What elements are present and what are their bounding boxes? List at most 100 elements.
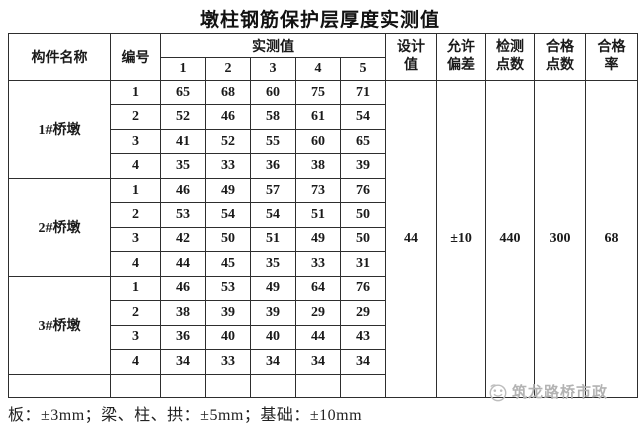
measured-value: 46 bbox=[160, 275, 206, 302]
measured-value: 52 bbox=[205, 128, 251, 155]
measured-value: 45 bbox=[205, 251, 251, 277]
col-header-design-value: 设计 值 bbox=[385, 33, 438, 81]
col-header-pass-rate: 合格 率 bbox=[585, 33, 639, 81]
empty-cell bbox=[160, 373, 206, 399]
group-label-pier-3: 3#桥墩 bbox=[8, 275, 111, 375]
measured-value: 38 bbox=[295, 153, 341, 179]
table-row: 3#桥墩 1 46 53 49 64 76 bbox=[8, 275, 638, 375]
measured-value: 42 bbox=[160, 226, 206, 253]
summary-allow-deviation: ±10 bbox=[436, 79, 487, 399]
col-header-number: 编号 bbox=[110, 33, 161, 81]
col-header-allow-deviation: 允许 偏差 bbox=[436, 33, 487, 81]
measured-value: 29 bbox=[295, 300, 341, 326]
measured-value: 33 bbox=[205, 349, 251, 375]
header-line: 点数 bbox=[546, 57, 575, 73]
measured-value: 41 bbox=[160, 128, 206, 155]
measured-value: 57 bbox=[250, 177, 296, 204]
row-number: 4 bbox=[110, 251, 161, 277]
measured-value: 54 bbox=[250, 202, 296, 228]
measured-value: 34 bbox=[160, 349, 206, 375]
row-number: 1 bbox=[110, 177, 161, 204]
col-header-pass-points: 合格 点数 bbox=[534, 33, 587, 81]
measured-value: 49 bbox=[205, 177, 251, 204]
col-header-measure-4: 4 bbox=[295, 57, 341, 81]
measured-value: 51 bbox=[295, 202, 341, 228]
measured-value: 36 bbox=[250, 153, 296, 179]
measured-value: 65 bbox=[339, 128, 387, 155]
measured-value: 38 bbox=[160, 300, 206, 326]
col-header-check-points: 检测 点数 bbox=[485, 33, 536, 81]
header-line: 值 bbox=[404, 57, 419, 73]
row-number: 2 bbox=[110, 300, 161, 326]
measured-value: 50 bbox=[339, 226, 387, 253]
measured-value: 76 bbox=[339, 177, 387, 204]
table-row: 2 53 54 54 51 50 bbox=[9, 202, 638, 228]
measured-value: 46 bbox=[160, 177, 206, 204]
page-title: 墩柱钢筋保护层厚度实测值 bbox=[199, 10, 440, 31]
measured-value: 65 bbox=[160, 79, 206, 106]
table-row: 2#桥墩 1 46 49 57 73 76 bbox=[8, 177, 638, 277]
measured-value: 34 bbox=[339, 349, 387, 375]
measured-value: 29 bbox=[339, 300, 387, 326]
measured-value: 64 bbox=[295, 275, 341, 302]
measured-value: 54 bbox=[205, 202, 251, 228]
measured-value: 50 bbox=[339, 202, 387, 228]
row-number: 3 bbox=[110, 226, 161, 253]
group-label-pier-1: 1#桥墩 bbox=[8, 79, 111, 179]
table-row-empty bbox=[8, 373, 638, 399]
col-header-measure-3: 3 bbox=[250, 57, 296, 81]
measured-value: 68 bbox=[205, 79, 251, 106]
measured-value: 58 bbox=[250, 104, 296, 130]
header-line: 率 bbox=[604, 57, 619, 73]
header-line: 偏差 bbox=[447, 57, 476, 73]
row-number: 2 bbox=[110, 202, 161, 228]
empty-cell bbox=[8, 373, 111, 399]
header-line: 合格 bbox=[546, 40, 575, 56]
measured-value: 44 bbox=[295, 324, 341, 351]
header-line: 点数 bbox=[496, 57, 525, 73]
measured-value: 31 bbox=[339, 251, 387, 277]
row-number: 4 bbox=[110, 153, 161, 179]
measured-value: 60 bbox=[295, 128, 341, 155]
measured-value: 44 bbox=[160, 251, 206, 277]
measured-value: 55 bbox=[250, 128, 296, 155]
col-header-component: 构件名称 bbox=[8, 33, 111, 81]
measured-values-table: 构件名称 编号 实测值 设计 值 允许 偏差 检测 点数 合格 点数 合格 率 bbox=[8, 32, 639, 399]
measured-value: 49 bbox=[295, 226, 341, 253]
measured-value: 35 bbox=[250, 251, 296, 277]
row-number: 1 bbox=[110, 275, 161, 302]
table-row: 2 52 46 58 61 54 bbox=[9, 104, 638, 130]
row-number: 1 bbox=[110, 79, 161, 106]
header-line: 合格 bbox=[597, 40, 626, 56]
measured-value: 39 bbox=[250, 300, 296, 326]
summary-pass-rate: 68 bbox=[585, 79, 639, 399]
row-number: 2 bbox=[110, 104, 161, 130]
measured-value: 43 bbox=[339, 324, 387, 351]
measured-value: 60 bbox=[250, 79, 296, 106]
measured-value: 39 bbox=[339, 153, 387, 179]
measured-value: 75 bbox=[295, 79, 341, 106]
empty-cell bbox=[205, 373, 251, 399]
empty-cell bbox=[250, 373, 296, 399]
measured-value: 34 bbox=[295, 349, 341, 375]
measured-value: 61 bbox=[295, 104, 341, 130]
measured-value: 71 bbox=[339, 79, 387, 106]
header-line: 设计 bbox=[397, 40, 426, 56]
measured-value: 53 bbox=[160, 202, 206, 228]
measured-value: 33 bbox=[205, 153, 251, 179]
measured-value: 53 bbox=[205, 275, 251, 302]
table-row: 3 41 52 55 60 65 bbox=[9, 128, 638, 155]
summary-check-points: 440 bbox=[485, 79, 536, 399]
table-row: 4 34 33 34 34 34 bbox=[9, 349, 638, 375]
measured-value: 36 bbox=[160, 324, 206, 351]
measured-value: 54 bbox=[339, 104, 387, 130]
col-header-measured: 实测值 bbox=[159, 32, 387, 59]
tolerance-note: 板：±3mm；梁、柱、拱：±5mm；基础：±10mm bbox=[8, 407, 363, 424]
measured-value: 49 bbox=[250, 275, 296, 302]
col-header-measure-5: 5 bbox=[339, 57, 387, 81]
empty-cell bbox=[295, 373, 341, 399]
measured-value: 46 bbox=[205, 104, 251, 130]
group-label-pier-2: 2#桥墩 bbox=[8, 177, 111, 277]
measured-value: 35 bbox=[160, 153, 206, 179]
